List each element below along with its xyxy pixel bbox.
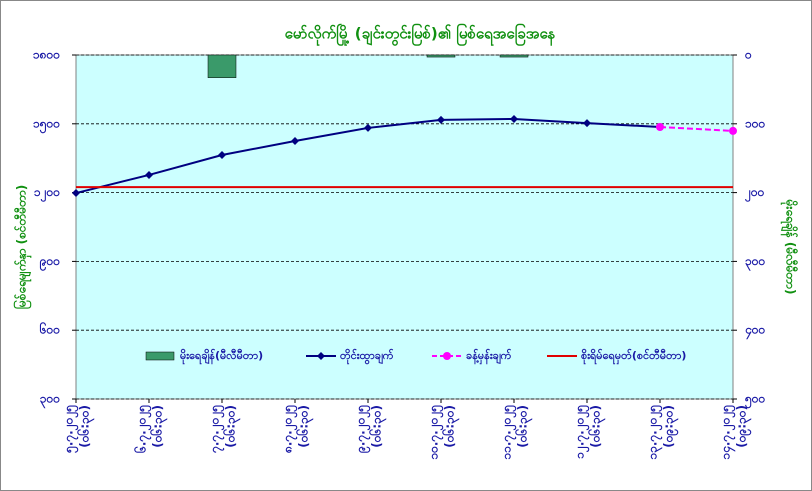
x-tick-label: ၁၂.၇.၂၀၂၅ xyxy=(573,405,591,459)
legend-label: စိုးရိမ်ရေမှတ်(စင်တီမီတာ) xyxy=(581,348,686,365)
x-tick-label: (၀၉:၃၀) xyxy=(662,405,680,448)
point xyxy=(364,123,372,132)
rain-bar xyxy=(499,54,529,58)
legend-marker xyxy=(443,352,451,360)
point xyxy=(72,189,80,198)
legend-swatch xyxy=(145,351,175,361)
series-line xyxy=(659,126,734,132)
x-tick-label: (၀၆:၃၀) xyxy=(76,405,96,448)
x-tick-label: (၀၆:၃၀) xyxy=(368,405,388,448)
y-tick-label: ၁၈၀၀ xyxy=(33,48,60,62)
y-axis-title: မြစ်ရေမျက်နှာ (စင်တီမီတာ) xyxy=(12,185,33,309)
rain-bar xyxy=(207,54,237,78)
x-tick-label: ၁၄.၇.၂၀၂၅ xyxy=(719,405,737,460)
y2-tick-label: ၂၀၀ xyxy=(744,185,765,203)
x-tick-label: (၀၆:၃၀) xyxy=(587,405,607,448)
x-tick-label: (၀၆:၃၀) xyxy=(295,405,315,448)
x-tick-label: (၀၆:၃၀) xyxy=(222,405,242,448)
x-tick-label: ၁၃.၇.၂၀၂၅ xyxy=(646,405,664,460)
point xyxy=(145,170,153,179)
x-tick-label: ၅.၇.၂၀၂၅ xyxy=(62,405,80,454)
y-tick-label: ၃၀၀ xyxy=(40,392,61,410)
x-tick-label: ၆.၇.၂၀၂၅ xyxy=(133,405,153,454)
point xyxy=(729,126,737,135)
y2-tick-label: ၄၀၀ xyxy=(744,323,766,341)
y2-tick-label: ၅၀၀ xyxy=(744,392,766,410)
y-tick-label: ၉၀၀ xyxy=(39,254,61,272)
point xyxy=(437,115,445,124)
y-tick-label: ၁၂၀၀ xyxy=(34,185,60,203)
x-tick-label: ၈.၇.၂၀၂၅ xyxy=(281,405,299,454)
y-tick-label: ၁၅၀၀ xyxy=(33,116,60,134)
legend-label: မိုးရေချိန်(မီလီမီတာ) xyxy=(180,348,263,365)
point xyxy=(583,119,591,128)
y2-tick-label: ၃၀၀ xyxy=(745,254,766,272)
point xyxy=(510,114,518,123)
x-tick-label: (၀၉:၃၀) xyxy=(735,405,753,448)
point xyxy=(218,150,226,159)
legend-label: ခန့်မှန်းချက် xyxy=(466,348,512,365)
y-tick-label: ၆၀၀ xyxy=(39,321,61,337)
y2-tick-label: ၁၀၀ xyxy=(745,116,766,130)
legend-marker xyxy=(317,352,325,360)
y2-tick-label: ၀ xyxy=(744,48,752,62)
plot-area xyxy=(75,54,734,400)
x-tick-label: ၇.၇.၂၀၂၅ xyxy=(208,405,226,454)
x-tick-label: (၀၆:၃၀) xyxy=(441,405,461,448)
rain-bar xyxy=(426,54,456,58)
x-tick-label: ၁၁.၇.၂၀၂၅ xyxy=(500,405,518,460)
x-tick-label: (၀၆:၃၀) xyxy=(514,405,534,448)
point xyxy=(291,137,299,145)
x-tick-label: (၀၆:၃၀) xyxy=(149,405,169,448)
y2-axis-title: မိုးရေချိန် (မီလီမီတာ) xyxy=(780,199,800,295)
x-tick-label: ၁၀.၇.၂၀၂၅ xyxy=(427,405,445,460)
point xyxy=(656,123,664,132)
x-tick-label: ၉.၇.၂၀၂၅ xyxy=(354,405,372,454)
legend-label: တိုင်းထွာချက် xyxy=(340,348,394,365)
